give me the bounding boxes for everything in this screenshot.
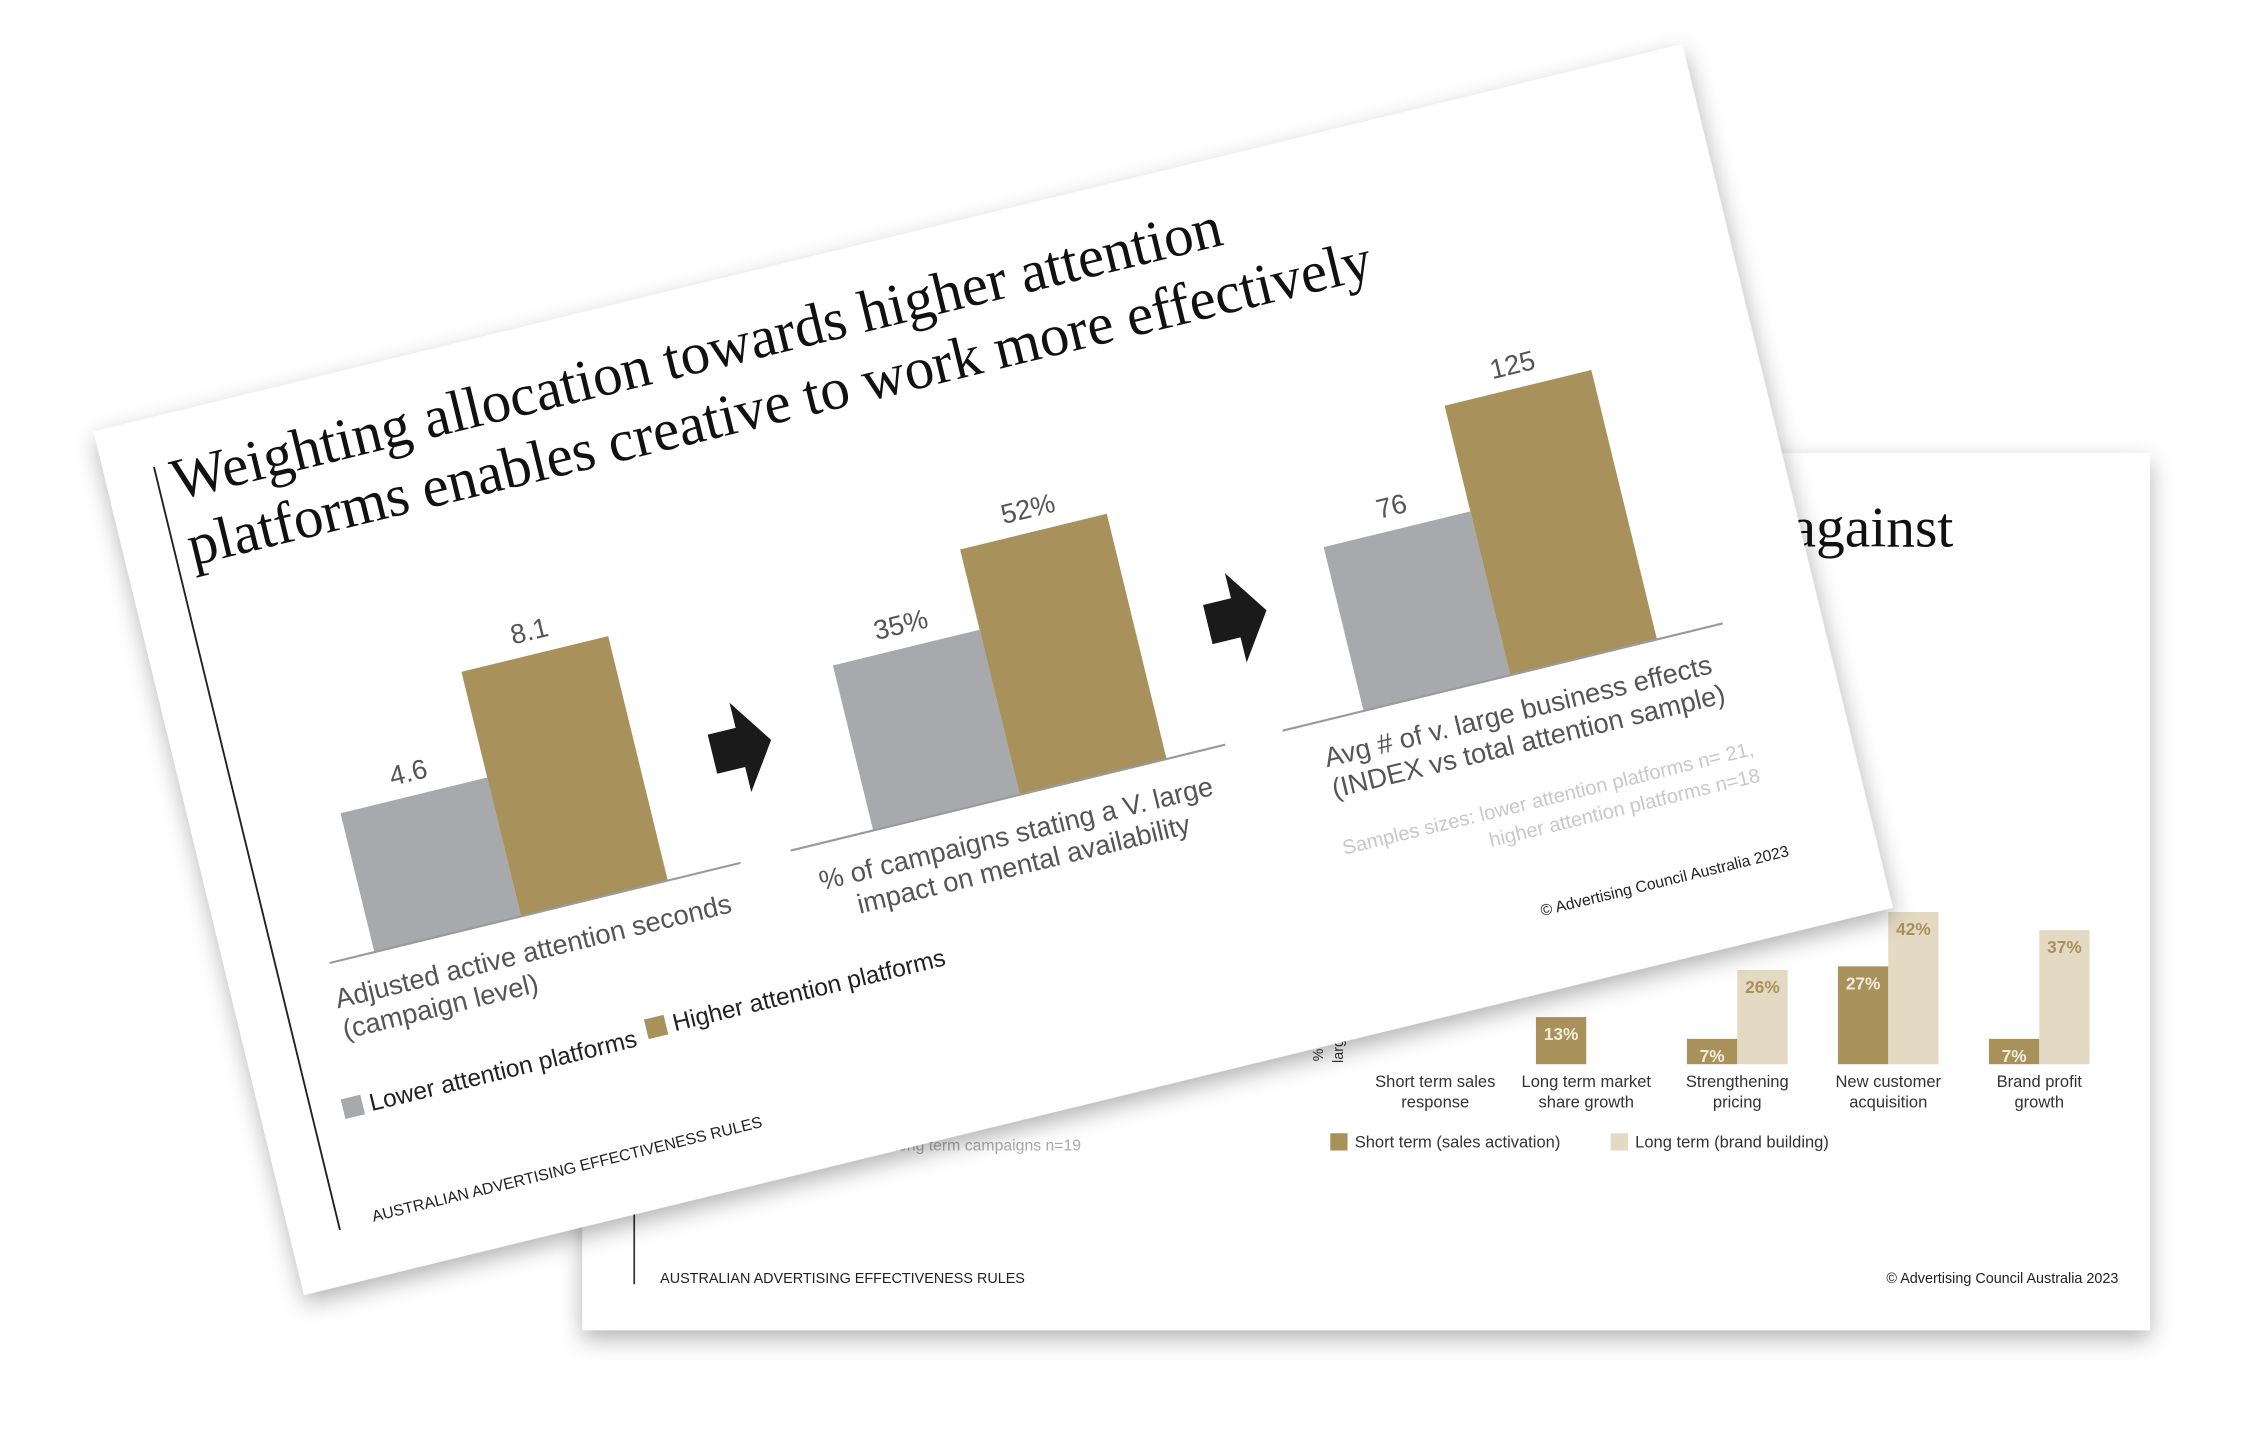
footer: AUSTRALIAN ADVERTISING EFFECTIVENESS RUL… [660,1271,1025,1287]
bar [1535,1017,1587,1065]
value-label: 7% [2002,1046,2027,1066]
x-tick-label: Short term sales [1375,1072,1495,1091]
x-tick-label: response [1401,1092,1469,1111]
divider [153,466,341,1231]
legend-swatch [1330,1133,1348,1151]
bar [1737,969,1788,1065]
bar [340,777,522,953]
bar [1988,1038,2040,1065]
x-tick-label: growth [2014,1092,2064,1111]
legend-label: Long term (brand building) [1635,1133,1829,1152]
legend-swatch [340,1094,366,1120]
bar [1686,1038,1738,1065]
bar [461,636,668,917]
axis-line [329,861,741,965]
arrow [1203,573,1267,663]
arrow [707,702,772,793]
x-tick-label: acquisition [1849,1092,1927,1111]
copyright: © Advertising Council Australia 2023 [1886,1271,2118,1287]
legend-swatch [643,1014,669,1040]
bar [832,629,1020,831]
bar [960,513,1167,795]
value-label: 27% [1846,973,1881,993]
value-label: 7% [1700,1046,1725,1066]
x-tick-label: pricing [1713,1092,1762,1111]
x-tick-label: New customer [1835,1072,1941,1091]
axis-line [1282,622,1723,732]
bar [1323,511,1511,711]
value-label: 42% [1896,919,1931,939]
value-label: 26% [1745,977,1780,997]
x-tick-label: Long term market [1522,1072,1652,1091]
value-label: 76 [1373,487,1410,524]
axis-line [790,743,1226,852]
legend-swatch [1610,1133,1628,1151]
x-tick-label: Brand profit [1997,1072,2083,1091]
bar [1888,912,1939,1065]
value-label: 37% [2047,937,2082,957]
x-tick-label: share growth [1539,1092,1634,1111]
x-tick-label: Strengthening [1686,1072,1789,1091]
bar [1837,966,1889,1065]
value-label: 13% [1544,1024,1579,1044]
legend-label: Short term (sales activation) [1355,1133,1561,1152]
bar [2039,930,2090,1065]
bar [1444,369,1657,676]
